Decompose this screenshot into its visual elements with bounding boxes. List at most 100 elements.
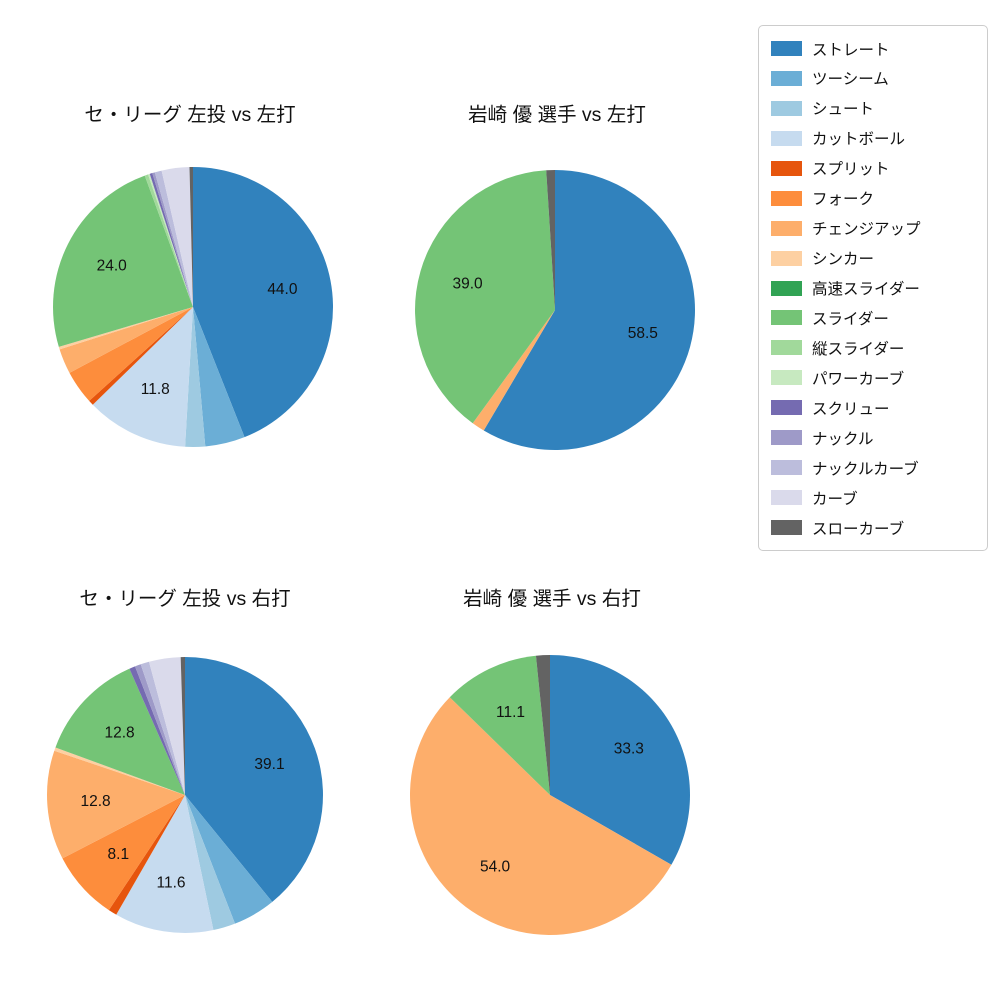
- legend-item: ツーシーム: [759, 64, 987, 93]
- legend-label: 縦スライダー: [812, 340, 905, 358]
- pie-slice-スライダー: [449, 655, 550, 795]
- pie-slice-ストレート: [193, 167, 334, 438]
- legend-label: カットボール: [812, 131, 906, 149]
- pie-slice-ストレート: [550, 655, 691, 865]
- pie-slice-カーブ: [149, 657, 185, 795]
- pie-chart-player-vs-left: 58.5 39.0: [415, 170, 696, 450]
- pie-slice-ナックルカーブ: [140, 661, 185, 795]
- legend-item: フォーク: [759, 184, 987, 213]
- legend-item: ナックル: [759, 423, 987, 452]
- legend-swatch-icon: [771, 41, 802, 56]
- legend-swatch-icon: [771, 490, 802, 506]
- pie-slice-シンカー: [54, 747, 185, 795]
- legend-item: シュート: [759, 94, 987, 123]
- legend-item: シンカー: [759, 244, 987, 273]
- pie-slice-シュート: [185, 307, 206, 448]
- slice-value-label: 12.8: [81, 793, 111, 810]
- pie-slice-ナックルカーブ: [154, 170, 193, 307]
- legend-label: 高速スライダー: [812, 281, 920, 298]
- pie-slice-チェンジアップ: [59, 307, 193, 373]
- legend-label: シンカー: [812, 251, 875, 269]
- legend-label: ナックルカーブ: [812, 460, 919, 478]
- pie-slice-スローカーブ: [535, 655, 550, 795]
- pie-slice-カットボール: [116, 795, 214, 933]
- chart-title-player-vs-right: 岩崎 優 選手 vs 右打: [463, 588, 641, 610]
- pie-slice-チェンジアップ: [472, 310, 555, 431]
- slice-value-label: 33.3: [614, 740, 644, 757]
- legend-swatch-icon: [771, 370, 802, 386]
- pie-slice-縦スライダー: [144, 174, 193, 307]
- chart-title-player-vs-left: 岩崎 優 選手 vs 左打: [468, 104, 646, 126]
- pie-slice-スプリット: [89, 307, 193, 405]
- pie-slice-カットボール: [92, 307, 193, 447]
- pie-slice-スローカーブ: [189, 166, 193, 307]
- legend-item: 高速スライダー: [759, 274, 987, 303]
- pie-chart-player-vs-right: 33.3 54.0 11.1: [410, 655, 691, 936]
- slice-value-label: 44.0: [267, 281, 298, 298]
- legend: ストレートツーシームシュートカットボール スプリットフォークチェンジアップ シンカー…: [758, 25, 988, 551]
- legend-item: パワーカーブ: [759, 363, 987, 392]
- slice-value-label: 12.8: [105, 725, 135, 742]
- pie-slice-チェンジアップ: [410, 697, 672, 936]
- slice-value-label: 11.6: [156, 875, 185, 892]
- legend-item: ストレート: [759, 34, 987, 63]
- pie-chart-league-vs-right: 39.1 11.6 8.1 12.8 12.8: [47, 657, 323, 933]
- legend-label: パワーカーブ: [812, 370, 905, 388]
- chart-title-league-vs-right: セ・リーグ 左投 vs 右打: [79, 588, 291, 610]
- legend-item: スクリュー: [759, 393, 987, 422]
- legend-swatch-icon: [771, 310, 802, 326]
- legend-swatch-icon: [771, 160, 802, 176]
- legend-swatch-icon: [771, 130, 802, 146]
- legend-label: ナックル: [812, 430, 874, 448]
- legend-item: スローカーブ: [759, 513, 987, 542]
- pie-slice-ツーシーム: [193, 307, 245, 447]
- slice-value-label: 8.1: [108, 846, 130, 863]
- legend-swatch-icon: [771, 430, 802, 446]
- pie-slice-パワーカーブ: [148, 173, 193, 307]
- slice-value-label: 24.0: [97, 257, 128, 274]
- legend-label: スプリット: [812, 161, 890, 179]
- pie-slice-スローカーブ: [546, 170, 555, 310]
- legend-item: スライダー: [759, 303, 987, 332]
- pie-slice-スクリュー: [149, 173, 193, 307]
- pie-slice-ナックル: [135, 664, 185, 795]
- slice-value-label: 58.5: [628, 325, 658, 342]
- legend-label: ツーシーム: [812, 71, 889, 89]
- pie-slice-シンカー: [58, 307, 194, 350]
- legend-swatch-icon: [771, 250, 802, 266]
- legend-swatch-icon: [771, 190, 802, 206]
- pie-slice-シュート: [185, 795, 235, 931]
- legend-swatch-icon: [771, 280, 802, 296]
- legend-item: チェンジアップ: [759, 214, 987, 243]
- legend-item: スプリット: [759, 154, 987, 183]
- pie-slice-チェンジアップ: [47, 750, 185, 859]
- pie-slice-カーブ: [161, 167, 193, 307]
- pie-slice-ナックル: [152, 172, 193, 307]
- slice-value-label: 11.8: [141, 381, 170, 398]
- legend-item: 縦スライダー: [759, 333, 987, 362]
- pie-slice-スプリット: [108, 795, 185, 915]
- legend-swatch-icon: [771, 520, 802, 535]
- legend-label: カーブ: [812, 490, 858, 508]
- legend-label: チェンジアップ: [812, 221, 921, 239]
- legend-swatch-icon: [771, 100, 802, 116]
- legend-label: シュート: [812, 101, 875, 119]
- pie-slice-スライダー: [53, 175, 194, 347]
- pie-slice-スクリュー: [129, 666, 185, 795]
- pie-slice-スライダー: [55, 668, 186, 795]
- legend-item: ナックルカーブ: [759, 453, 987, 482]
- slice-value-label: 11.1: [496, 704, 525, 721]
- legend-swatch-icon: [771, 70, 802, 86]
- pie-slice-スライダー: [415, 170, 555, 424]
- slice-value-label: 54.0: [480, 859, 511, 876]
- slice-value-label: 39.0: [453, 276, 484, 293]
- pie-slice-フォーク: [62, 795, 185, 911]
- legend-swatch-icon: [771, 460, 802, 476]
- legend-label: ストレート: [812, 41, 890, 59]
- pie-slice-フォーク: [69, 307, 193, 401]
- legend-label: スクリュー: [812, 400, 890, 418]
- pie-slice-ツーシーム: [185, 795, 273, 924]
- legend-label: スローカーブ: [812, 520, 905, 538]
- legend-item: カットボール: [759, 124, 987, 153]
